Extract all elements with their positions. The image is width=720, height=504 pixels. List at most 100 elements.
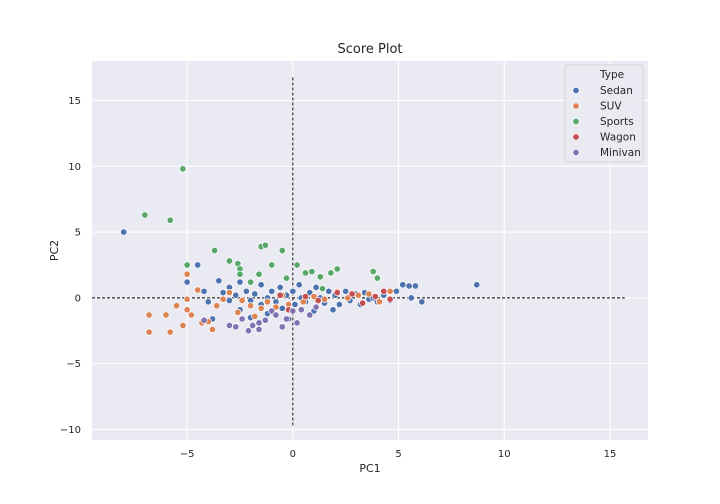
point-sedan [232,291,240,299]
point-sedan [257,281,265,289]
point-sedan [399,281,407,289]
point-sports [316,273,324,281]
legend-entry-wagon: Wagon [600,132,636,144]
point-minivan [282,315,291,323]
x-tick-label: 5 [395,449,401,460]
x-axis-label: PC1 [359,462,380,475]
point-sedan [329,306,337,314]
point-sports [211,246,219,255]
point-suv [375,298,384,306]
point-sports [293,261,301,269]
point-wagon [348,290,356,298]
point-sedan [342,287,350,295]
point-suv [251,312,259,320]
point-sedan [204,298,212,306]
point-sedan [411,282,420,290]
y-tick-label: 15 [68,96,81,107]
legend-marker-wagon [572,133,580,141]
point-suv [208,325,217,334]
point-minivan [255,325,263,334]
point-wagon [333,289,341,297]
point-sedan [219,289,227,297]
point-suv [247,302,255,310]
point-sports [278,246,286,255]
point-minivan [297,306,305,314]
point-sedan [225,296,233,305]
data-points [120,165,481,336]
point-minivan [278,323,286,331]
point-minivan [289,307,297,315]
point-sports [301,269,310,277]
point-suv [183,306,191,314]
legend-box [564,64,644,163]
point-sedan [183,278,191,286]
point-suv [145,311,153,319]
point-sedan [407,294,415,302]
point-minivan [232,323,240,331]
point-sports [333,265,341,273]
x-tick-label: 0 [290,449,296,460]
point-suv [183,270,191,278]
point-suv [145,328,153,336]
point-suv [365,290,373,298]
point-minivan [306,311,314,319]
point-minivan [272,311,280,319]
point-sedan [295,281,303,289]
point-sports [183,261,191,269]
point-sedan [392,287,400,295]
point-suv [354,291,362,299]
point-sedan [251,290,259,298]
x-tick-label: 10 [498,449,511,460]
point-suv [238,296,246,305]
series-minivan [200,303,320,335]
point-wagon [314,296,322,305]
point-suv [225,289,233,297]
point-sedan [194,261,202,269]
point-sedan [200,287,208,295]
point-minivan [244,327,252,335]
point-sports [247,278,255,286]
point-suv [320,295,329,303]
point-sedan [120,228,128,236]
chart-title: Score Plot [337,42,402,57]
y-axis-label: PC2 [48,240,61,261]
point-sedan [242,287,250,295]
point-suv [194,286,202,294]
legend-entry-sedan: Sedan [600,85,633,97]
point-suv [166,328,174,336]
point-sports [308,268,316,276]
point-sports [268,261,276,269]
legend-entry-suv: SUV [600,101,622,113]
point-sports [369,268,377,276]
point-suv [187,311,195,319]
point-sedan [335,300,343,309]
point-suv [179,321,187,330]
series-sports [141,165,381,293]
point-minivan [249,321,257,330]
point-sedan [418,298,426,306]
point-sports [373,274,381,282]
series-wagon [276,287,394,314]
y-tick-label: −10 [60,425,81,436]
point-wagon [380,287,388,295]
point-sedan [325,287,333,295]
legend-marker-minivan [572,148,580,157]
legend-entry-minivan: Minivan [600,147,641,159]
x-tick-label: −5 [180,449,195,460]
legend-marker-sports [572,117,580,126]
series-suv [145,270,394,336]
y-tick-label: −5 [66,359,81,370]
point-sedan [289,287,297,295]
point-sedan [278,304,286,312]
point-sedan [268,287,276,295]
point-sports [141,211,149,219]
point-wagon [386,295,394,303]
y-tick-labels: −10 −5 0 5 10 15 [60,96,81,436]
point-sedan [215,277,223,285]
point-wagon [276,291,284,299]
point-sports [236,270,244,278]
point-sedan [473,281,481,289]
point-sedan [236,278,244,286]
point-sports [166,216,174,224]
